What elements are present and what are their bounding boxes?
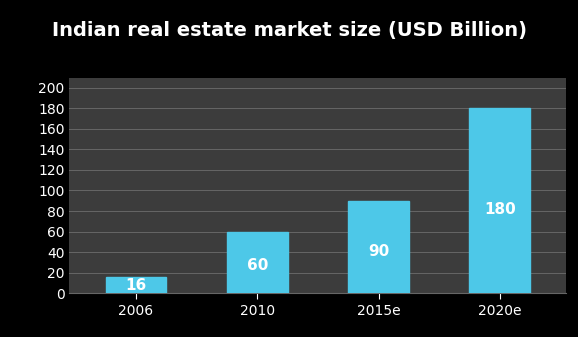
Text: Indian real estate market size (USD Billion): Indian real estate market size (USD Bill…: [51, 21, 527, 40]
Text: 60: 60: [247, 258, 268, 273]
Text: 16: 16: [125, 278, 147, 293]
Bar: [348, 201, 409, 293]
Bar: [469, 108, 530, 293]
Bar: [227, 232, 288, 293]
Text: 90: 90: [368, 244, 389, 259]
Text: 180: 180: [484, 203, 516, 217]
Bar: [106, 277, 166, 293]
